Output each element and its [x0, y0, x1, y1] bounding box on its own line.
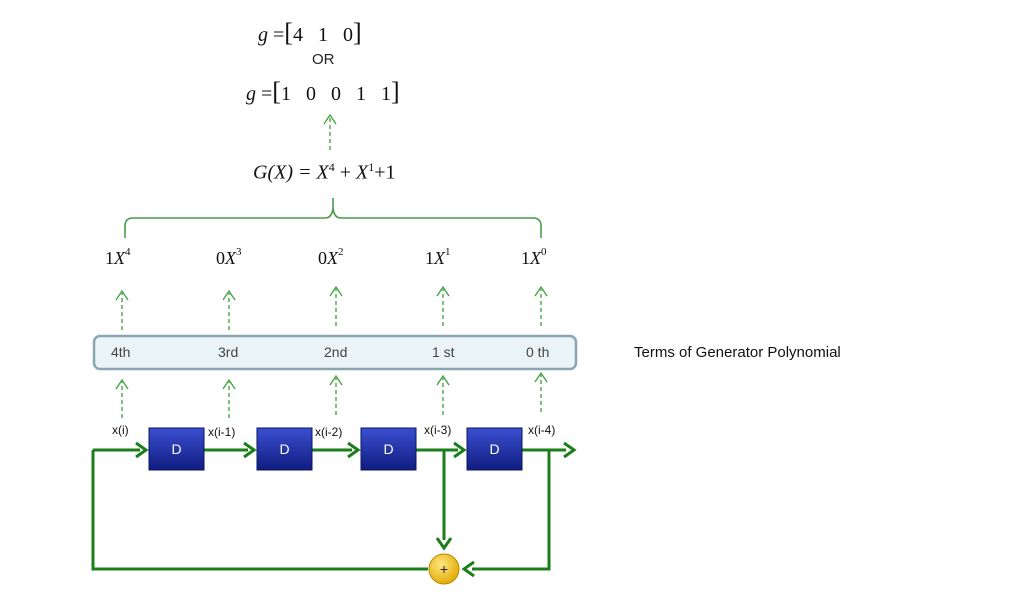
degree-label-3rd: 3rd [218, 344, 239, 360]
delay-label: D [383, 441, 394, 457]
delay-block [466, 427, 523, 471]
g-value: 1 [317, 24, 328, 46]
signal-label-xi-3: x(i-3) [424, 423, 452, 437]
equals-sign: = [273, 24, 285, 46]
degree-label-2nd: 2nd [324, 344, 348, 360]
curly-brace [124, 198, 542, 238]
term-x4: 1X4 [105, 246, 131, 268]
g-bit: 1 [380, 83, 391, 105]
g-value: 0 [342, 24, 353, 46]
signal-label-xi-4: x(i-4) [528, 423, 556, 437]
delay-block [360, 427, 417, 471]
polynomial-term-base: X [355, 161, 369, 184]
side-label: Terms of Generator Polynomial [634, 344, 841, 361]
right-bracket: ] [390, 77, 400, 106]
degree-label-1st: 1 st [432, 344, 455, 360]
g-bit: 1 [355, 83, 366, 105]
polynomial-constant: +1 [374, 161, 396, 184]
wiring-arrowheads [135, 441, 577, 578]
dashed-arrows-upper [115, 285, 548, 330]
delay-block [148, 427, 205, 471]
delay-label: D [489, 441, 500, 457]
terms-box [92, 334, 578, 371]
delay-label: D [171, 441, 182, 457]
right-bracket: ] [352, 18, 362, 47]
g-symbol: g [258, 24, 268, 46]
g-symbol: g [246, 83, 256, 105]
g-value: 4 [292, 24, 303, 46]
signal-label-xi-2: x(i-2) [315, 425, 343, 439]
wiring [91, 448, 566, 571]
delay-blocks [148, 427, 523, 471]
g-vector-short: g =[4 1 0] [258, 18, 362, 48]
polynomial-term-exponent: 4 [328, 160, 335, 174]
left-bracket: [ [272, 77, 281, 106]
polynomial-term-exponent: 1 [368, 160, 375, 174]
delay-label: D [279, 441, 290, 457]
g-vector-binary: g =[1 0 0 1 1] [246, 77, 400, 107]
g-bit: 0 [330, 83, 341, 105]
degree-label-0th: 0 th [526, 344, 550, 360]
term-x3: 0X3 [216, 246, 242, 268]
adder-circle [428, 553, 460, 585]
equals-sign: = [261, 83, 273, 105]
degree-label-4th: 4th [111, 344, 131, 360]
term-x2: 0X2 [318, 246, 344, 268]
dashed-arrow-poly-to-g [323, 113, 337, 150]
adder-symbol: + [439, 561, 449, 577]
term-x1: 1X1 [425, 246, 451, 268]
delay-block [256, 427, 313, 471]
signal-label-xi: x(i) [112, 423, 129, 437]
left-bracket: [ [284, 18, 293, 47]
or-label: OR [312, 51, 335, 68]
g-bit: 0 [305, 83, 316, 105]
g-bit: 1 [280, 83, 291, 105]
polynomial-term-base: X [316, 161, 329, 184]
term-x0: 1X0 [521, 246, 547, 268]
generator-polynomial: G(X) = X4 + X1+1 [253, 160, 396, 184]
dashed-arrows-lower [115, 371, 548, 418]
polynomial-lhs: G(X) = [253, 161, 317, 184]
signal-label-xi-1: x(i-1) [208, 425, 236, 439]
